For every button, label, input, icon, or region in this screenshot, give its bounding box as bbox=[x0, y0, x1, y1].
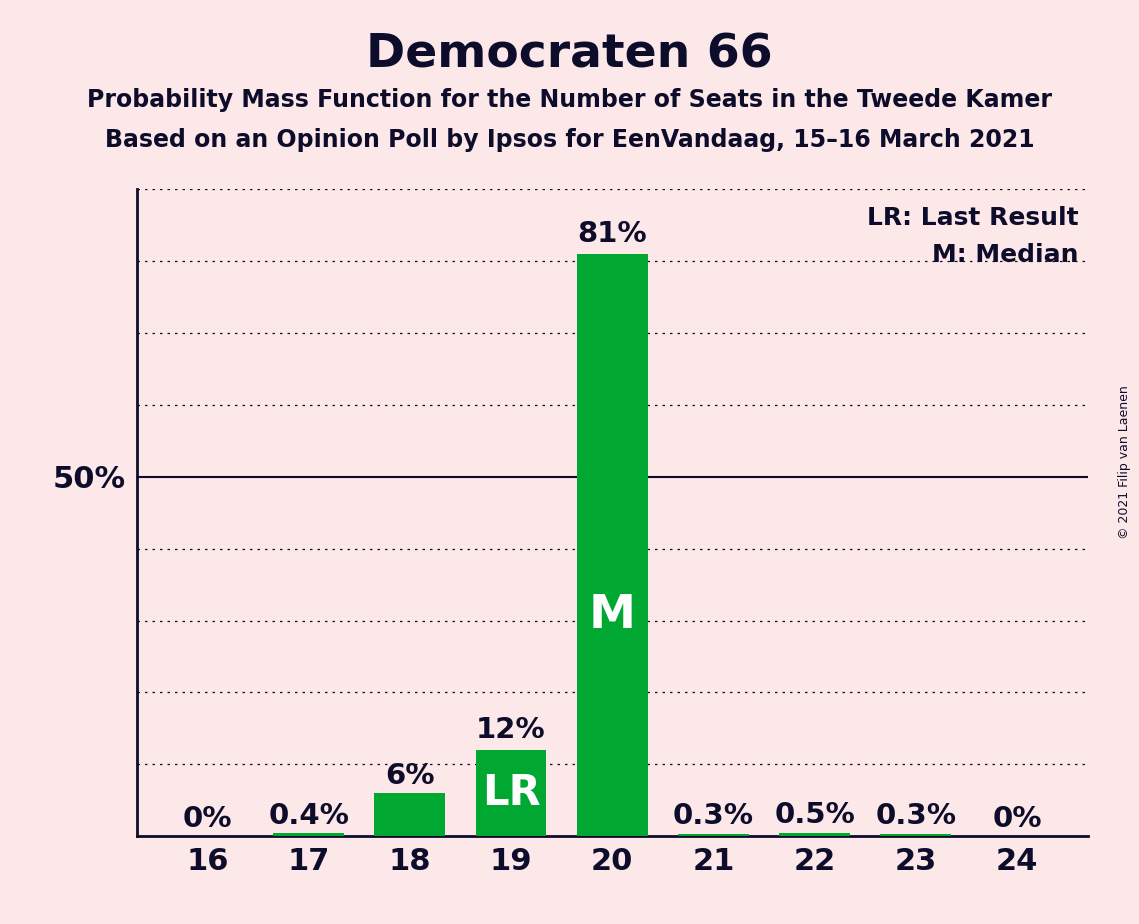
Text: 0%: 0% bbox=[992, 805, 1042, 833]
Bar bbox=[880, 834, 951, 836]
Text: 0.3%: 0.3% bbox=[875, 802, 957, 831]
Text: 6%: 6% bbox=[385, 761, 435, 789]
Text: M: M bbox=[589, 592, 636, 638]
Text: 0.3%: 0.3% bbox=[673, 802, 754, 831]
Text: © 2021 Filip van Laenen: © 2021 Filip van Laenen bbox=[1118, 385, 1131, 539]
Text: M: Median: M: Median bbox=[932, 243, 1079, 267]
Text: 12%: 12% bbox=[476, 716, 546, 744]
Text: 81%: 81% bbox=[577, 220, 647, 249]
Text: LR: Last Result: LR: Last Result bbox=[867, 206, 1079, 229]
Bar bbox=[476, 750, 547, 836]
Bar bbox=[678, 834, 748, 836]
Text: 0.4%: 0.4% bbox=[269, 802, 350, 830]
Text: Probability Mass Function for the Number of Seats in the Tweede Kamer: Probability Mass Function for the Number… bbox=[87, 88, 1052, 112]
Text: 0%: 0% bbox=[182, 805, 232, 833]
Text: 0.5%: 0.5% bbox=[775, 801, 855, 829]
Bar bbox=[375, 793, 445, 836]
Text: LR: LR bbox=[482, 772, 540, 814]
Bar bbox=[273, 833, 344, 836]
Text: Democraten 66: Democraten 66 bbox=[366, 32, 773, 78]
Bar bbox=[779, 833, 850, 836]
Bar bbox=[576, 254, 648, 836]
Text: Based on an Opinion Poll by Ipsos for EenVandaag, 15–16 March 2021: Based on an Opinion Poll by Ipsos for Ee… bbox=[105, 128, 1034, 152]
